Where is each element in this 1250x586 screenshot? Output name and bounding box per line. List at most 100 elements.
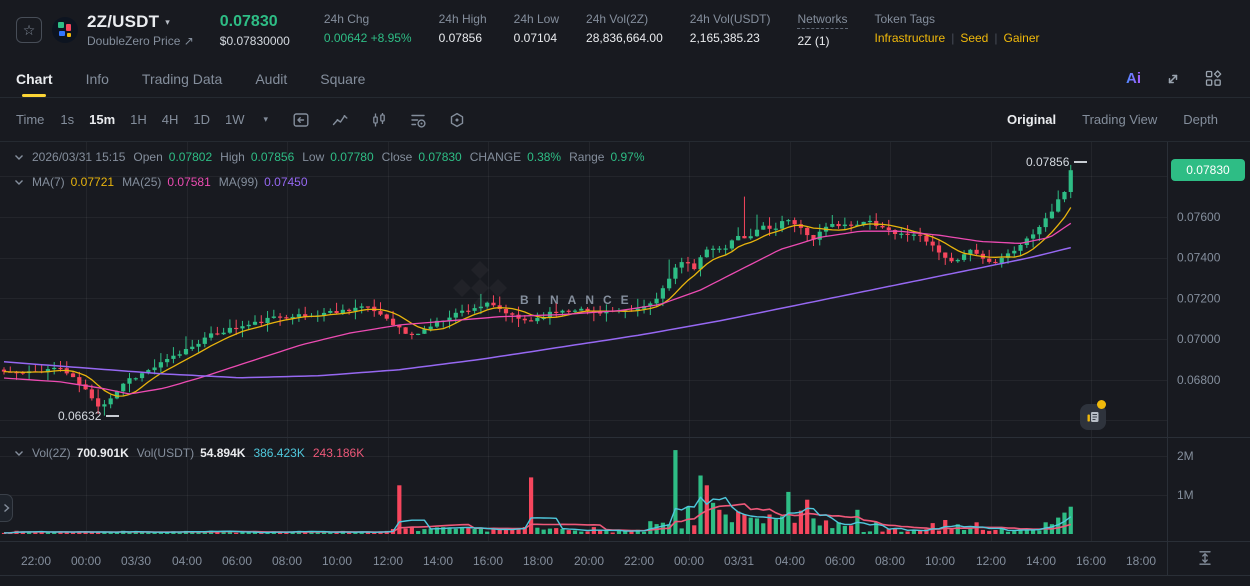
interval-1d[interactable]: 1D: [193, 112, 211, 127]
candle-body: [133, 378, 138, 380]
candle-body: [96, 398, 101, 407]
candle-body: [761, 225, 766, 230]
pair-selector[interactable]: 2Z/USDT ▾: [87, 12, 194, 32]
collapse-icon[interactable]: [14, 450, 24, 457]
volume-bar: [861, 532, 866, 534]
candle-body: [409, 333, 414, 335]
candle-body: [660, 288, 665, 299]
fit-scale-icon[interactable]: [1194, 547, 1216, 569]
time-axis-label: 00:00: [674, 554, 704, 568]
candle-body: [365, 306, 371, 308]
date-range-icon[interactable]: [292, 111, 310, 129]
time-axis-label: 22:00: [21, 554, 51, 568]
volume-bar: [64, 532, 69, 534]
candle-body: [1068, 170, 1073, 192]
time-axis-label: 00:00: [71, 554, 101, 568]
volume-bar: [227, 531, 232, 534]
view-trading-view[interactable]: Trading View: [1082, 112, 1158, 127]
tag-seed[interactable]: Seed: [960, 31, 989, 45]
candle-body: [234, 327, 239, 330]
candle-body: [240, 326, 245, 329]
layout-grid-icon[interactable]: [1205, 70, 1222, 87]
tab-trading-data[interactable]: Trading Data: [141, 70, 223, 87]
candle-body: [529, 320, 534, 322]
interval-switcher: 1s 15m 1H 4H 1D 1W ▾: [60, 112, 268, 127]
candle-body: [177, 354, 182, 356]
candle-body: [1005, 253, 1011, 258]
vol-quote-value: 54.894K: [200, 446, 246, 460]
volume-bar: [127, 532, 132, 534]
candle-body: [1049, 211, 1055, 219]
indicators-icon[interactable]: [409, 111, 427, 129]
stat-token-tags: Token Tags Infrastructure | Seed | Gaine…: [874, 12, 1040, 45]
interval-4h[interactable]: 4H: [161, 112, 179, 127]
volume-bar: [547, 528, 553, 534]
interval-1h[interactable]: 1H: [130, 112, 147, 127]
interval-15m[interactable]: 15m: [89, 112, 116, 127]
price-source-link[interactable]: DoubleZero Price ↗: [87, 34, 194, 48]
candle-body: [786, 220, 791, 222]
tab-info[interactable]: Info: [85, 70, 109, 87]
volume-bar: [541, 529, 546, 534]
candle-body: [736, 236, 741, 241]
volume-bar: [529, 477, 534, 534]
expand-icon[interactable]: [1165, 71, 1181, 87]
volume-bar: [485, 531, 490, 534]
interval-1s[interactable]: 1s: [60, 112, 75, 127]
tag-gainer[interactable]: Gainer: [1003, 31, 1040, 45]
volume-bar: [202, 531, 207, 534]
volume-bar: [811, 518, 816, 534]
tag-infrastructure[interactable]: Infrastructure: [874, 31, 946, 45]
candle-body: [278, 316, 283, 318]
candle-body: [1012, 250, 1017, 254]
candle-body: [579, 308, 584, 311]
more-intervals-caret-icon[interactable]: ▾: [263, 114, 269, 124]
candle-body: [70, 373, 76, 378]
candle-body: [183, 349, 189, 355]
volume-bar: [102, 532, 107, 534]
candle-body: [334, 311, 339, 314]
candle-body: [830, 224, 835, 227]
view-original[interactable]: Original: [1007, 112, 1057, 127]
networks-label[interactable]: Networks: [797, 12, 848, 29]
volume-bar: [849, 525, 854, 534]
volume-panel-expander[interactable]: [0, 494, 13, 522]
notification-dot: [1097, 400, 1106, 409]
view-depth[interactable]: Depth: [1183, 112, 1218, 127]
tab-audit[interactable]: Audit: [255, 70, 288, 87]
candle-body: [472, 308, 477, 311]
candle-body: [754, 229, 760, 237]
candle-body: [265, 317, 270, 323]
interval-1w[interactable]: 1W: [225, 112, 245, 127]
candle-body: [836, 224, 841, 227]
tab-chart[interactable]: Chart: [16, 60, 53, 97]
coin-logo-icon: [52, 17, 78, 43]
volume-bar: [334, 532, 339, 534]
time-axis-label: 08:00: [875, 554, 905, 568]
candle-body: [102, 404, 107, 407]
volume-bar: [146, 532, 151, 534]
volume-bar: [980, 529, 985, 534]
vol-base-value: 700.901K: [76, 446, 129, 460]
volume-bar: [27, 531, 32, 534]
tab-square[interactable]: Square: [320, 70, 366, 87]
volume-bar: [372, 532, 377, 534]
collapse-icon[interactable]: [14, 179, 24, 186]
collapse-icon[interactable]: [14, 154, 24, 161]
chart-settings-icon[interactable]: [448, 111, 466, 129]
candle-style-icon[interactable]: [370, 111, 388, 129]
volume-bar: [139, 532, 145, 534]
line-chart-style-icon[interactable]: [331, 111, 349, 129]
candle-body: [673, 267, 678, 279]
volume-bar: [585, 531, 590, 534]
time-axis-label: 06:00: [222, 554, 252, 568]
ai-assistant-button[interactable]: Ai: [1126, 70, 1141, 87]
candle-body: [196, 343, 201, 347]
favorite-button[interactable]: ☆: [16, 17, 42, 43]
candle-body: [1031, 234, 1036, 239]
volume-bar: [748, 517, 753, 534]
pair-header: ☆ 2Z/USDT ▾ DoubleZero Price ↗ 0.07830 $…: [0, 0, 1250, 60]
candle-body: [861, 221, 866, 225]
kline-svg[interactable]: BINANCE 0.07600 0.07400 0.07200 0.07000 0.068…: [0, 142, 1250, 586]
time-axis-label: 18:00: [523, 554, 553, 568]
